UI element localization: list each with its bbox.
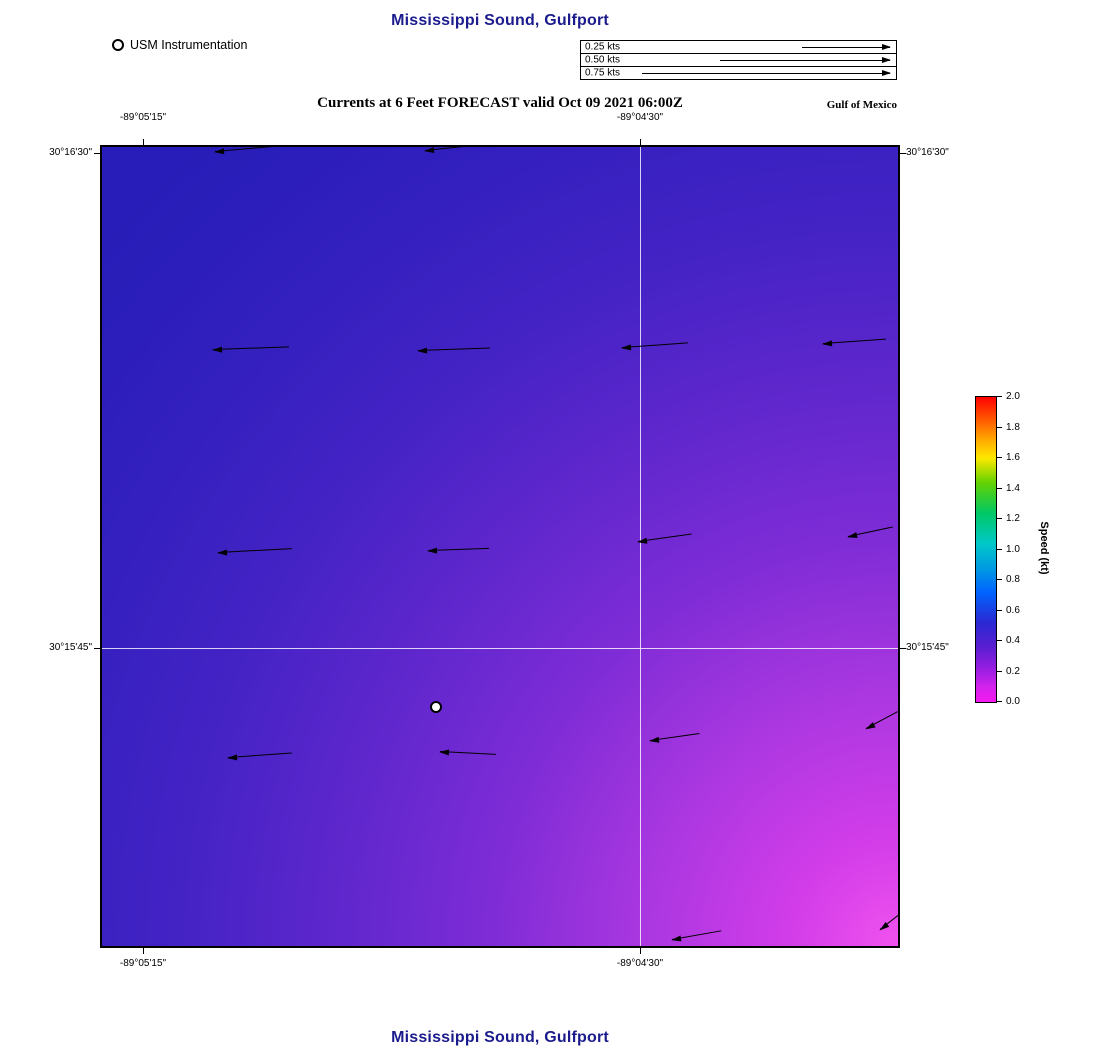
colorbar-tick-mark bbox=[997, 457, 1002, 458]
colorbar-tick-label: 1.2 bbox=[1006, 513, 1020, 524]
lat-label-right-mid: 30°15'45" bbox=[906, 642, 949, 653]
colorbar-tick-label: 0.6 bbox=[1006, 605, 1020, 616]
colorbar-tick-mark bbox=[997, 610, 1002, 611]
colorbar-tick-label: 1.8 bbox=[1006, 422, 1020, 433]
frame-tick bbox=[143, 948, 144, 954]
frame-tick bbox=[900, 153, 906, 154]
lon-label-top-right: -89°04'30" bbox=[616, 112, 664, 123]
colorbar-tick-mark bbox=[997, 518, 1002, 519]
current-vector-icon bbox=[621, 342, 688, 348]
lon-label-bottom-left: -89°05'15" bbox=[119, 958, 167, 969]
colorbar-ticks: 2.0 1.8 1.6 1.4 1.2 1.0 0.8 0.6 0.4 0.2 0.0 bbox=[975, 391, 1045, 707]
colorbar-tick-label: 1.0 bbox=[1006, 544, 1020, 555]
frame-tick bbox=[143, 139, 144, 145]
station-legend-label: USM Instrumentation bbox=[130, 38, 248, 52]
current-vector-icon bbox=[427, 547, 489, 551]
scale-row-025: 0.25 kts bbox=[581, 41, 896, 54]
colorbar-title: Speed (kt) bbox=[1038, 521, 1050, 575]
gridline-longitude bbox=[640, 147, 641, 946]
current-vector-icon bbox=[637, 533, 692, 542]
map-canvas[interactable] bbox=[100, 145, 900, 948]
lat-label-left-top: 30°16'30" bbox=[49, 147, 92, 158]
current-vector-icon bbox=[671, 930, 722, 940]
colorbar-tick-label: 0.0 bbox=[1006, 696, 1020, 707]
vector-scale-legend: 0.25 kts 0.50 kts 0.75 kts bbox=[580, 40, 897, 80]
colorbar-tick-label: 1.6 bbox=[1006, 452, 1020, 463]
scale-label-025: 0.25 kts bbox=[585, 41, 621, 53]
usm-station-marker[interactable] bbox=[430, 701, 442, 713]
page-title-top: Mississippi Sound, Gulfport bbox=[391, 12, 609, 29]
frame-tick bbox=[900, 648, 906, 649]
current-vector-icon bbox=[865, 711, 898, 729]
lat-label-left-mid: 30°15'45" bbox=[49, 642, 92, 653]
scale-label-050: 0.50 kts bbox=[585, 54, 621, 66]
region-label: Gulf of Mexico bbox=[826, 99, 897, 111]
colorbar-tick-label: 0.2 bbox=[1006, 666, 1020, 677]
colorbar-tick-mark bbox=[997, 671, 1002, 672]
scale-label-075: 0.75 kts bbox=[585, 67, 621, 79]
colorbar bbox=[975, 396, 997, 703]
lat-label-right-top: 30°16'30" bbox=[906, 147, 949, 158]
colorbar-tick-label: 1.4 bbox=[1006, 483, 1020, 494]
colorbar-tick-label: 2.0 bbox=[1006, 391, 1020, 402]
scale-row-050: 0.50 kts bbox=[581, 54, 896, 67]
current-vector-icon bbox=[212, 346, 289, 350]
station-legend: USM Instrumentation bbox=[112, 38, 247, 52]
scale-row-075: 0.75 kts bbox=[581, 67, 896, 79]
station-marker-icon bbox=[112, 39, 124, 51]
current-vector-icon bbox=[822, 338, 886, 344]
colorbar-tick-mark bbox=[997, 549, 1002, 550]
colorbar-tick-mark bbox=[997, 701, 1002, 702]
current-vector-icon bbox=[417, 347, 490, 351]
scale-arrow-075-icon bbox=[642, 70, 891, 76]
current-vector-icon bbox=[214, 147, 285, 152]
scale-arrow-050-icon bbox=[720, 57, 891, 63]
colorbar-tick-mark bbox=[997, 579, 1002, 580]
current-vector-icon bbox=[227, 752, 292, 758]
colorbar-tick-mark bbox=[997, 427, 1002, 428]
current-vector-icon bbox=[649, 733, 700, 741]
current-vector-icon bbox=[217, 548, 292, 553]
current-vector-icon bbox=[439, 751, 496, 755]
frame-tick bbox=[94, 153, 100, 154]
colorbar-tick-mark bbox=[997, 640, 1002, 641]
forecast-subtitle: Currents at 6 Feet FORECAST valid Oct 09… bbox=[317, 95, 683, 111]
current-vector-icon bbox=[879, 904, 898, 930]
scale-arrow-025-icon bbox=[802, 44, 891, 50]
frame-tick bbox=[94, 648, 100, 649]
colorbar-tick-mark bbox=[997, 396, 1002, 397]
gridline-latitude bbox=[102, 648, 898, 649]
lon-label-bottom-right: -89°04'30" bbox=[616, 958, 664, 969]
frame-tick bbox=[640, 139, 641, 145]
current-vector-icon bbox=[847, 526, 894, 537]
colorbar-tick-label: 0.4 bbox=[1006, 635, 1020, 646]
colorbar-tick-label: 0.8 bbox=[1006, 574, 1020, 585]
lon-label-top-left: -89°05'15" bbox=[119, 112, 167, 123]
colorbar-tick-mark bbox=[997, 488, 1002, 489]
page-title-bottom: Mississippi Sound, Gulfport bbox=[391, 1029, 609, 1046]
current-vector-icon bbox=[424, 147, 497, 151]
frame-tick bbox=[640, 948, 641, 954]
